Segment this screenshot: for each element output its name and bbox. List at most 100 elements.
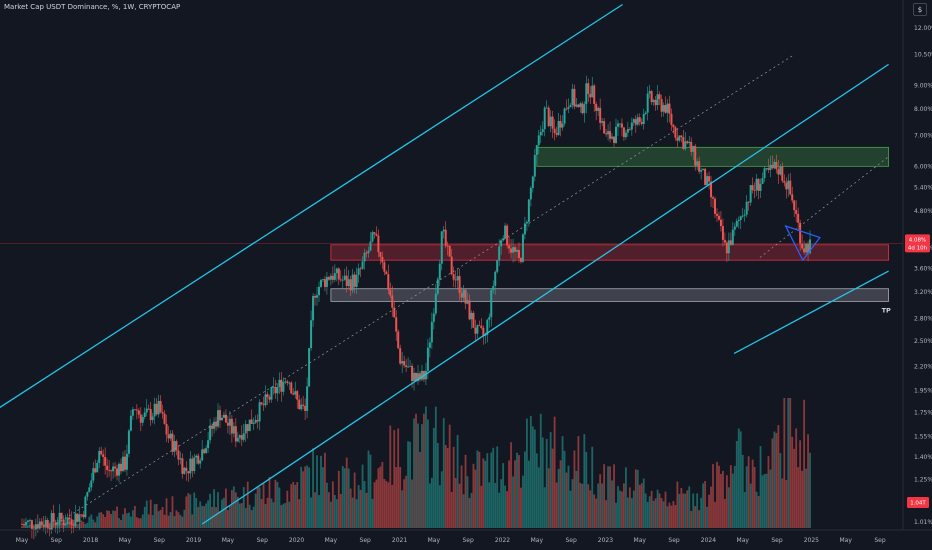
candle-body: [24, 522, 27, 525]
candle-body: [135, 409, 138, 411]
candle-body: [618, 123, 621, 125]
candle-body: [40, 521, 43, 525]
time-axis[interactable]: May Sep 2018 May Sep 2019 May Sep 2020 May Sep 2021…: [16, 537, 886, 544]
candle-body: [52, 513, 55, 523]
volume-bar: [563, 450, 566, 528]
volume-bar: [498, 492, 501, 528]
candle-body: [292, 393, 295, 395]
candle-body: [523, 223, 526, 235]
candle-body: [266, 394, 269, 398]
candle-body: [634, 119, 637, 125]
candle-body: [222, 414, 225, 418]
candle-body: [644, 112, 647, 114]
volume-bar: [397, 428, 400, 528]
candle-body: [329, 275, 332, 280]
volume-bar: [460, 465, 463, 528]
candle-body: [581, 103, 584, 114]
volume-bar: [543, 487, 546, 528]
candle-body: [638, 117, 641, 122]
candle-body: [30, 520, 33, 529]
volume-bar: [270, 498, 273, 528]
candle-body: [417, 373, 419, 382]
candle-body: [779, 166, 782, 175]
volume-bar: [413, 418, 415, 528]
volume-bar: [98, 512, 101, 528]
candle-body: [129, 415, 132, 431]
volume-bar: [547, 468, 550, 528]
channel-midline-upper[interactable]: [759, 156, 889, 258]
candle-body: [795, 210, 798, 214]
x-tick-label: May: [119, 537, 132, 544]
last-price-value: 4.08%: [909, 237, 926, 243]
candle-body: [300, 404, 303, 410]
volume-bar: [529, 415, 532, 528]
volume-bar: [110, 514, 112, 528]
volume-bar: [557, 468, 560, 528]
volume-bar: [634, 469, 637, 528]
candle-body: [630, 122, 633, 130]
candle-body: [761, 178, 764, 184]
candle-body: [609, 131, 612, 139]
candle-body: [260, 402, 263, 405]
candle-body: [189, 458, 192, 474]
volume-bar: [579, 482, 582, 528]
volume-bar: [128, 512, 130, 528]
volume-bar: [427, 419, 429, 528]
volume-bar: [486, 453, 489, 528]
candle-body: [539, 132, 542, 136]
candle-body: [519, 258, 522, 262]
channel-midline[interactable]: [56, 54, 795, 525]
candle-body: [781, 166, 784, 181]
volume-bar: [337, 470, 340, 528]
volume-bar: [706, 506, 708, 528]
triangle-pattern[interactable]: [784, 224, 821, 262]
channel-line-3[interactable]: [733, 270, 889, 355]
volume-bar: [741, 454, 744, 528]
volume-bar: [452, 446, 455, 528]
volume-bar: [197, 507, 200, 528]
candle-body: [636, 117, 639, 125]
volume-bar: [490, 452, 493, 528]
candle-body: [682, 137, 685, 149]
volume-tag: [907, 497, 929, 508]
candle-body: [96, 462, 99, 473]
volume-bar: [240, 503, 243, 528]
candle-body: [333, 273, 336, 280]
volume-bar: [755, 491, 758, 528]
volume-layer: [21, 398, 811, 528]
volume-bar: [272, 502, 275, 528]
price-tags: 4.08% 4d 10h 1.04T: [905, 234, 930, 508]
candle-body: [484, 334, 487, 337]
volume-bar: [652, 500, 655, 528]
volume-bar: [353, 472, 356, 528]
candle-body: [312, 295, 315, 321]
candle-body: [472, 312, 475, 328]
candle-body: [262, 404, 265, 406]
channel-line-2[interactable]: [201, 63, 889, 525]
candle-body: [141, 417, 144, 423]
volume-bar: [296, 482, 299, 528]
volume-bar: [466, 476, 469, 528]
volume-bar: [751, 459, 754, 528]
volume-bar: [183, 509, 186, 528]
volume-bar: [326, 482, 328, 528]
currency-button[interactable]: $: [913, 3, 927, 16]
candle-body: [672, 124, 675, 128]
volume-bar: [116, 506, 118, 528]
candle-body: [58, 512, 61, 525]
candle-body: [179, 458, 182, 460]
candle-body: [102, 454, 105, 457]
x-tick-label: May: [531, 537, 544, 544]
candle-body: [793, 200, 796, 211]
candle-body: [632, 119, 635, 123]
volume-bar: [595, 498, 598, 528]
candle-body: [706, 176, 709, 186]
candle-body: [585, 83, 588, 105]
channel-line-1[interactable]: [0, 3, 623, 443]
candle-body: [121, 456, 124, 472]
candle-body: [133, 409, 136, 411]
volume-bar: [555, 482, 558, 528]
volume-bar: [458, 483, 461, 528]
candle-body: [494, 271, 497, 286]
